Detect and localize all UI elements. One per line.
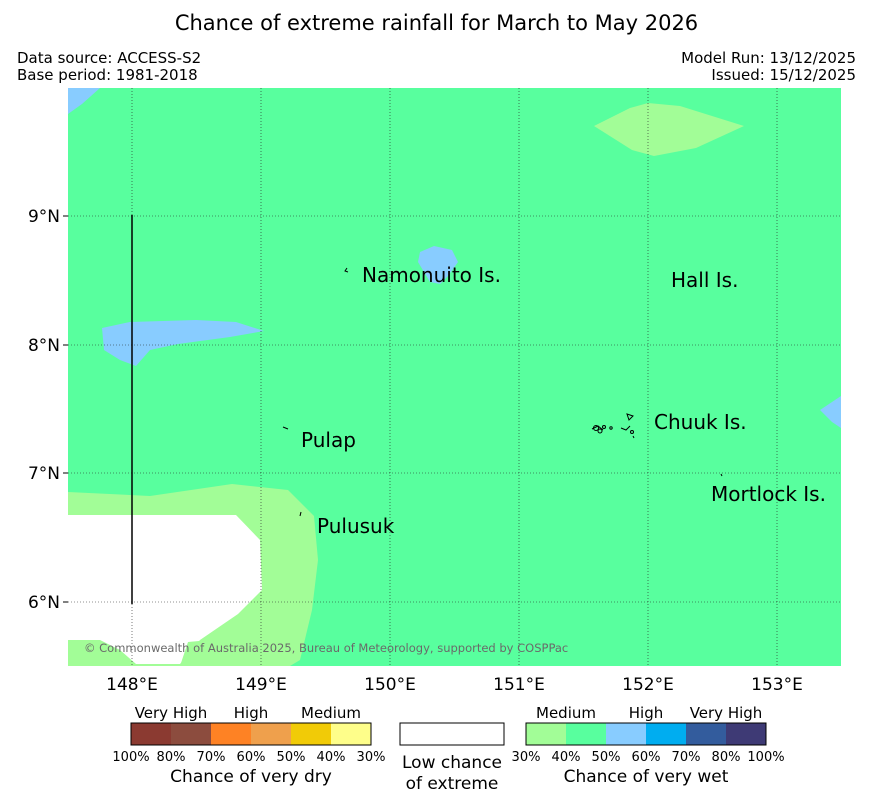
legend-dry-tick-100: 100% <box>112 750 149 765</box>
base-period: Base period: 1981-2018 <box>17 66 198 84</box>
legend-dry-tick-50: 50% <box>277 750 306 765</box>
lon-label-149e: 149°E <box>235 675 287 695</box>
copyright-text: © Commonwealth of Australia 2025, Bureau… <box>84 641 568 655</box>
legend-dry-tick-70: 70% <box>197 750 226 765</box>
place-label-chuuk: Chuuk Is. <box>654 410 747 434</box>
place-label-pulusuk: Pulusuk <box>317 514 395 538</box>
legend-wet-swatch-5 <box>686 723 726 745</box>
legend-low-chance: Low chance of extreme <box>399 722 505 794</box>
legend-wet-swatch-3 <box>606 723 646 745</box>
meta-right: Model Run: 13/12/2025 Issued: 15/12/2025 <box>681 50 856 84</box>
legend-dry-swatch-4 <box>251 723 291 745</box>
legend-wet-swatch-1 <box>526 723 566 745</box>
legend-wet-high: High <box>629 704 663 722</box>
legend-wet-caption: Chance of very wet <box>564 767 729 787</box>
legend-dry-tick-80: 80% <box>157 750 186 765</box>
legend-dry-very-high: Very High <box>135 704 208 722</box>
legend-dry: Very High High Medium 100% 80% 70% 60% 5… <box>112 704 385 787</box>
legend-dry-swatch-5 <box>291 723 331 745</box>
namonuito-island-mark <box>344 267 349 273</box>
legend-wet-swatch-6 <box>726 723 766 745</box>
pulusuk-island-mark <box>299 511 302 517</box>
lon-label-150e: 150°E <box>364 675 416 695</box>
legend-dry-medium: Medium <box>301 704 361 722</box>
lat-label-8n: 8°N <box>28 336 60 356</box>
legend-wet-swatch-2 <box>566 723 606 745</box>
lat-label-6n: 6°N <box>28 593 60 613</box>
legend-dry-caption: Chance of very dry <box>170 767 332 787</box>
legend-wet-tick-60: 60% <box>632 750 661 765</box>
wet-medium-patch-right <box>180 640 210 666</box>
legend-wet-tick-70: 70% <box>672 750 701 765</box>
legend-dry-tick-40: 40% <box>317 750 346 765</box>
lon-label-148e: 148°E <box>106 675 158 695</box>
map-field <box>68 88 841 666</box>
legend-low-caption-2: of extreme <box>406 774 499 794</box>
lon-label-151e: 151°E <box>493 675 545 695</box>
lat-label-7n: 7°N <box>28 464 60 484</box>
wet-medium-region-north <box>594 103 744 156</box>
model-run: Model Run: 13/12/2025 <box>681 49 856 67</box>
legend-dry-tick-30: 30% <box>357 750 386 765</box>
legend-wet-medium: Medium <box>536 704 596 722</box>
legend-dry-high: High <box>234 704 268 722</box>
lon-label-152e: 152°E <box>622 675 674 695</box>
legend-wet: Medium High Very High 30% 40% 50% 60% 70… <box>512 704 785 787</box>
legend-wet-tick-80: 80% <box>712 750 741 765</box>
legend-dry-swatch-3 <box>211 723 251 745</box>
issued-date: Issued: 15/12/2025 <box>711 66 856 84</box>
island-marks <box>282 267 723 517</box>
data-source: Data source: ACCESS-S2 <box>17 49 202 67</box>
legend-wet-tick-100: 100% <box>747 750 784 765</box>
legend-dry-swatch-2 <box>171 723 211 745</box>
legend-wet-tick-50: 50% <box>592 750 621 765</box>
legend-dry-swatch-6 <box>331 723 371 745</box>
axis-ticks <box>63 215 68 603</box>
legend-wet-tick-40: 40% <box>552 750 581 765</box>
place-label-pulap: Pulap <box>301 428 356 452</box>
lat-label-9n: 9°N <box>28 207 60 227</box>
place-label-mortlock: Mortlock Is. <box>711 482 826 506</box>
map-title: Chance of extreme rainfall for March to … <box>174 11 699 35</box>
legend-wet-swatch-4 <box>646 723 686 745</box>
wet-medium-patch <box>68 640 112 666</box>
meta-left: Data source: ACCESS-S2 Base period: 1981… <box>17 50 201 84</box>
mortlock-island-mark <box>720 473 723 477</box>
place-label-namonuito: Namonuito Is. <box>362 263 501 287</box>
wet-high-region-center <box>418 246 458 284</box>
legend-low-caption-1: Low chance <box>402 753 502 773</box>
low-chance-region <box>68 515 262 664</box>
legend-wet-very-high: Very High <box>690 704 763 722</box>
wet-high-region-e <box>820 396 841 428</box>
lon-label-153e: 153°E <box>751 675 803 695</box>
legend-low-swatch <box>399 722 505 746</box>
legend-dry-swatch-1 <box>131 723 171 745</box>
legend-wet-tick-30: 30% <box>512 750 541 765</box>
wet-high-region-nw <box>68 88 100 114</box>
wet-high-region-w <box>102 320 264 366</box>
chuuk-island-marks <box>591 413 635 439</box>
legend: Very High High Medium 100% 80% 70% 60% 5… <box>112 704 784 794</box>
legend-dry-tick-60: 60% <box>237 750 266 765</box>
place-label-hall: Hall Is. <box>671 268 738 292</box>
pulap-island-mark <box>282 426 289 430</box>
